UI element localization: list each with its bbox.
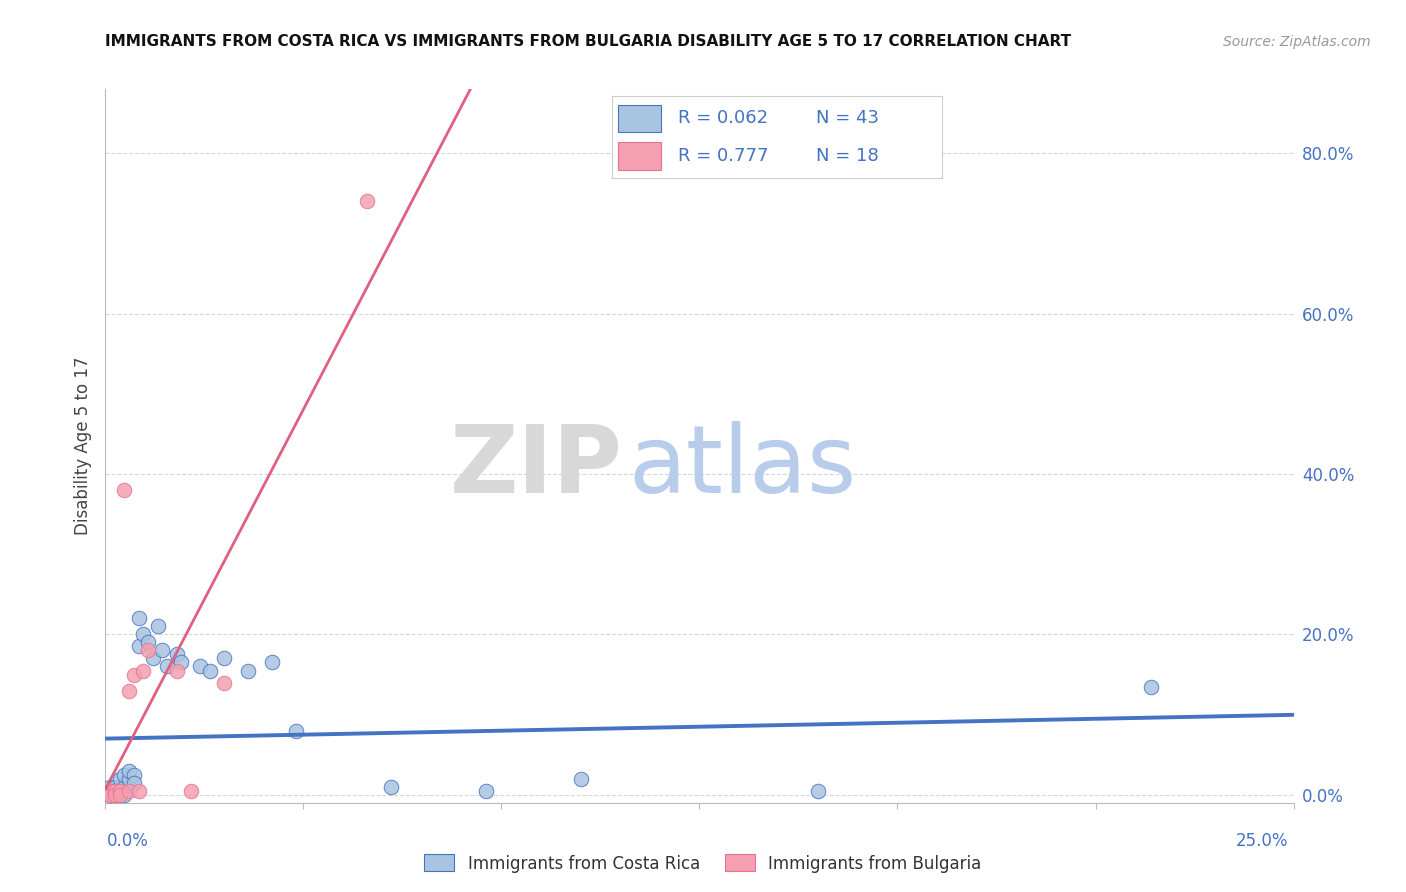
Y-axis label: Disability Age 5 to 17: Disability Age 5 to 17 <box>73 357 91 535</box>
Point <box>132 627 155 641</box>
Point <box>128 611 150 625</box>
Legend: Immigrants from Costa Rica, Immigrants from Bulgaria: Immigrants from Costa Rica, Immigrants f… <box>418 847 988 880</box>
Bar <box>619 104 661 132</box>
Point <box>98 784 121 798</box>
Point <box>108 784 131 798</box>
Point <box>108 780 131 794</box>
Point <box>118 784 141 798</box>
Point <box>114 780 136 794</box>
Point <box>260 656 283 670</box>
Text: atlas: atlas <box>628 421 856 514</box>
Text: R = 0.777: R = 0.777 <box>678 147 768 165</box>
Point <box>214 675 236 690</box>
Text: ZIP: ZIP <box>450 421 623 514</box>
Point <box>98 784 121 798</box>
Point <box>98 780 121 794</box>
Point <box>104 788 127 802</box>
Point <box>166 664 188 678</box>
Point <box>807 784 830 798</box>
Point <box>136 635 159 649</box>
Point <box>104 788 127 802</box>
Point <box>132 664 155 678</box>
Point <box>104 784 127 798</box>
Point <box>98 788 121 802</box>
Point <box>104 784 127 798</box>
Point <box>98 784 121 798</box>
Point <box>284 723 307 738</box>
Text: Source: ZipAtlas.com: Source: ZipAtlas.com <box>1223 35 1371 49</box>
Point <box>1140 680 1163 694</box>
Text: N = 43: N = 43 <box>817 110 880 128</box>
Point <box>236 664 259 678</box>
Point <box>190 659 212 673</box>
Point <box>146 619 169 633</box>
Point <box>108 784 131 798</box>
Point <box>98 788 121 802</box>
Point <box>170 656 193 670</box>
Point <box>122 667 145 681</box>
Point <box>114 483 136 497</box>
Point <box>122 776 145 790</box>
Point <box>474 784 496 798</box>
Point <box>166 648 188 662</box>
Point <box>98 788 121 802</box>
Point <box>98 788 121 802</box>
Point <box>108 784 131 798</box>
Point <box>108 788 131 802</box>
Point <box>128 640 150 654</box>
Bar <box>619 143 661 170</box>
Text: 25.0%: 25.0% <box>1236 832 1288 850</box>
Point <box>104 784 127 798</box>
Text: IMMIGRANTS FROM COSTA RICA VS IMMIGRANTS FROM BULGARIA DISABILITY AGE 5 TO 17 CO: IMMIGRANTS FROM COSTA RICA VS IMMIGRANTS… <box>105 34 1071 49</box>
Point <box>142 651 165 665</box>
Point <box>380 780 402 794</box>
Text: N = 18: N = 18 <box>817 147 879 165</box>
Point <box>108 772 131 786</box>
Point <box>114 788 136 802</box>
Point <box>114 768 136 782</box>
Point <box>356 194 378 209</box>
Point <box>214 651 236 665</box>
Point <box>136 643 159 657</box>
Point <box>104 780 127 794</box>
Text: R = 0.062: R = 0.062 <box>678 110 768 128</box>
Point <box>118 772 141 786</box>
Point <box>156 659 179 673</box>
Point <box>122 768 145 782</box>
Point <box>104 784 127 798</box>
Point <box>198 664 221 678</box>
Point <box>108 788 131 802</box>
Point <box>128 784 150 798</box>
Point <box>118 764 141 778</box>
Point <box>118 683 141 698</box>
Point <box>569 772 592 786</box>
Point <box>180 784 202 798</box>
Text: 0.0%: 0.0% <box>107 832 149 850</box>
Point <box>152 643 174 657</box>
